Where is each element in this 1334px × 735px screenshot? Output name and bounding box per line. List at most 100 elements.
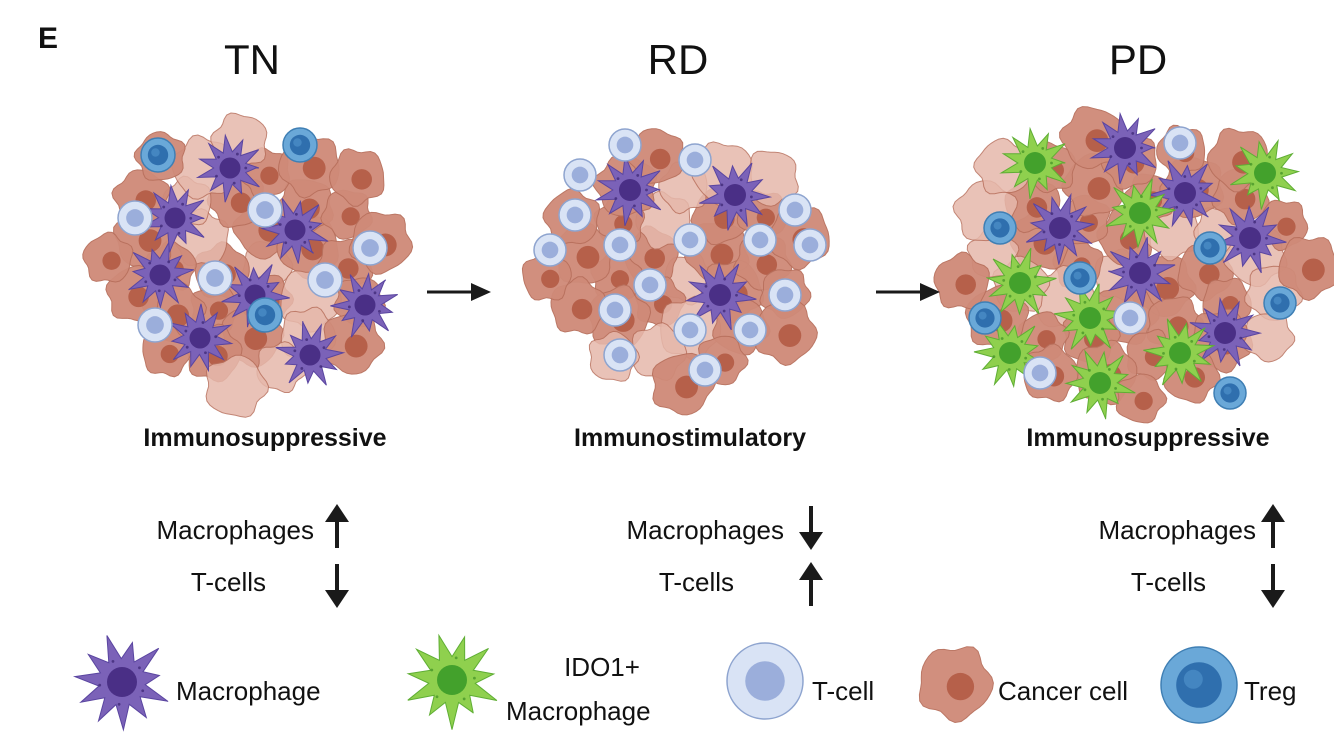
legend-macrophage-icon: [72, 635, 169, 732]
t-cell: [1163, 126, 1197, 160]
t-cell: [247, 192, 283, 228]
treg: [1063, 261, 1097, 295]
macrophage: [260, 198, 329, 264]
t-cell: [678, 143, 712, 177]
macrophage: [699, 162, 773, 231]
stage-title-tn: TN: [224, 36, 280, 83]
t-cell: [598, 293, 632, 327]
t-cell: [726, 642, 804, 720]
t-cell: [307, 262, 343, 298]
treg: [983, 211, 1017, 245]
treg: [1193, 231, 1227, 265]
t-cell: [608, 128, 642, 162]
t-cell: [793, 228, 827, 262]
trend-arrow-macrophages-rd: [799, 506, 823, 550]
ido1-macrophage: [1064, 349, 1136, 420]
state-label-pd: Immunosuppressive: [1026, 424, 1270, 452]
ido1-macrophage: [1105, 178, 1176, 249]
trend-macrophages-label-tn: Macrophages: [156, 515, 314, 545]
t-cell: [733, 313, 767, 347]
treg: [1263, 286, 1297, 320]
t-cell: [1113, 301, 1147, 335]
t-cell: [778, 193, 812, 227]
trend-arrow-tcells-tn: [325, 564, 349, 608]
trend-arrow-tcells-pd: [1261, 564, 1285, 608]
macrophage: [1107, 236, 1176, 309]
t-cell: [633, 268, 667, 302]
ido1-macrophage: [1143, 318, 1216, 386]
tumor-cluster-pd: [933, 106, 1334, 424]
tumor-cluster-tn: [82, 112, 414, 418]
trend-macrophages-label-rd: Macrophages: [626, 515, 784, 545]
legend-cancer-cell-label: Cancer cell: [998, 676, 1129, 706]
state-label-rd: Immunostimulatory: [574, 424, 806, 452]
legend-treg-label: Treg: [1244, 676, 1297, 706]
treg: [968, 301, 1002, 335]
treg: [247, 297, 283, 333]
cancer-cell: [1115, 373, 1168, 424]
ido1-macrophage: [999, 126, 1067, 199]
cancer-cell: [328, 148, 385, 207]
trend-arrow-macrophages-tn: [325, 504, 349, 548]
macrophage: [1089, 111, 1157, 184]
panel-label: E: [38, 22, 59, 55]
ido1-macrophage: [406, 633, 498, 730]
cancer-cell: [82, 231, 134, 283]
trend-arrow-macrophages-pd: [1261, 504, 1285, 548]
trend-macrophages-label-pd: Macrophages: [1098, 515, 1256, 545]
trend-tcells-label-tn: T-cells: [190, 567, 266, 597]
t-cell: [743, 223, 777, 257]
macrophage: [1148, 160, 1221, 228]
t-cell: [603, 338, 637, 372]
legend-cancer-cell-icon: [918, 646, 994, 724]
t-cell: [563, 158, 597, 192]
cancer-cell: [973, 137, 1032, 195]
cancer-cell: [205, 354, 270, 418]
macrophage: [330, 272, 398, 338]
ido1-macrophage: [1054, 283, 1126, 350]
transition-arrow-tn-rd: [427, 283, 491, 301]
macrophage: [684, 261, 757, 331]
t-cell: [558, 198, 592, 232]
trend-arrow-tcells-rd: [799, 562, 823, 606]
macrophage: [142, 183, 205, 253]
t-cell: [117, 200, 153, 236]
stage-title-pd: PD: [1108, 36, 1168, 83]
t-cell: [673, 223, 707, 257]
macrophage: [1214, 204, 1287, 274]
macrophage: [594, 153, 662, 226]
t-cell: [603, 228, 637, 262]
transition-arrow-rd-pd: [876, 283, 940, 301]
t-cell: [768, 278, 802, 312]
stage-title-rd: RD: [647, 36, 709, 83]
state-label-tn: Immunosuppressive: [143, 424, 387, 452]
macrophage: [1026, 192, 1096, 265]
ido1-macrophage: [986, 247, 1057, 316]
macrophage: [195, 133, 260, 203]
legend-t-cell-label: T-cell: [812, 676, 875, 706]
treg: [1160, 646, 1238, 724]
t-cell: [1023, 356, 1057, 390]
t-cell: [673, 313, 707, 347]
legend-ido1-macrophage-label-line2: Macrophage: [506, 696, 651, 726]
t-cell: [137, 307, 173, 343]
trend-tcells-label-rd: T-cells: [658, 567, 734, 597]
trend-tcells-label-pd: T-cells: [1130, 567, 1206, 597]
legend-ido1-macrophage-label-line1: IDO1+: [564, 652, 640, 682]
t-cell: [197, 260, 233, 296]
tumor-cluster-rd: [521, 128, 830, 416]
legend-ido1-macrophage-icon: [406, 633, 498, 730]
legend-t-cell-icon: [726, 642, 804, 720]
t-cell: [533, 233, 567, 267]
macrophage: [168, 303, 234, 373]
macrophage: [275, 321, 346, 386]
cancer-cell: [1242, 313, 1296, 363]
macrophage: [72, 635, 169, 732]
treg: [140, 137, 176, 173]
t-cell: [688, 353, 722, 387]
cancer-cell: [1278, 236, 1334, 302]
ido1-macrophage: [1230, 138, 1301, 210]
t-cell: [352, 230, 388, 266]
treg: [282, 127, 318, 163]
macrophage: [128, 241, 194, 310]
